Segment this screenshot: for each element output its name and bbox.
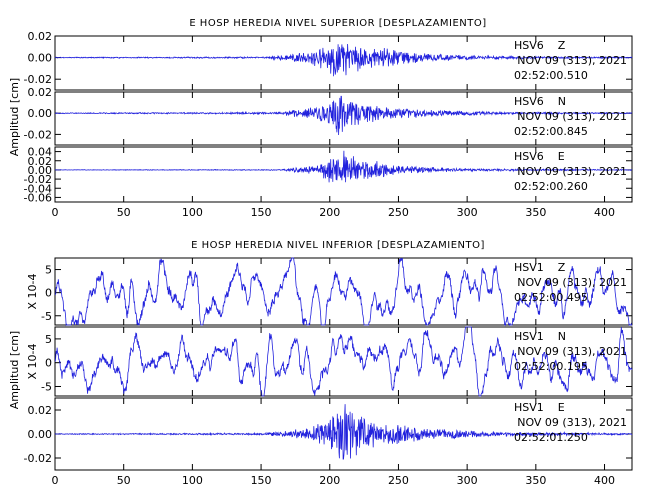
x-tick-label: 300 xyxy=(457,474,478,487)
date-label: NOV 09 (313), 2021 xyxy=(517,345,627,358)
station-code: HSV1 xyxy=(514,401,544,414)
x-tick-label: 50 xyxy=(117,474,131,487)
panel-frame xyxy=(54,35,633,91)
time-label: 02:52:00.510 xyxy=(514,69,588,82)
waveform-series xyxy=(54,95,633,136)
panel-hsv1-n: 5 0 -5 HSV1 N NOV 09 (313), 2021 02:52:00.195 X… xyxy=(26,326,633,397)
time-label: 02:52:01.250 xyxy=(514,431,588,444)
y-tick-label: 0.02 xyxy=(28,86,53,99)
y-tick-label: -0.04 xyxy=(24,182,52,195)
waveform-series xyxy=(54,404,633,460)
x-tick-label: 0 xyxy=(52,206,59,219)
component-code: E xyxy=(558,401,565,414)
component-code: Z xyxy=(558,261,566,274)
x-tick-label: 400 xyxy=(594,206,615,219)
station-label: HSV1 E xyxy=(514,401,565,414)
panel-hsv6-n: 0.02 0.00 -0.02 HSV6 N NOV 09 (313), 2021 02:5… xyxy=(24,86,633,146)
x-tick-label: 300 xyxy=(457,206,478,219)
station-label: HSV6 N xyxy=(514,95,566,108)
y-tick-label: 0 xyxy=(45,287,52,300)
y-tick-label: 0.00 xyxy=(28,428,53,441)
x-tick-label: 100 xyxy=(182,474,203,487)
component-code: N xyxy=(558,95,566,108)
component-code: Z xyxy=(558,39,566,52)
waveform-series xyxy=(54,257,632,327)
time-label: 02:52:00.845 xyxy=(514,125,588,138)
x-tick-label: 250 xyxy=(388,474,409,487)
chart-title-superior: E HOSP HEREDIA NIVEL SUPERIOR [DESPLAZAM… xyxy=(189,18,486,29)
x-tick-label: 350 xyxy=(525,206,546,219)
component-code: N xyxy=(558,330,566,343)
y-tick-label: -0.02 xyxy=(24,73,52,86)
y-tick-label: 0.00 xyxy=(28,52,53,65)
x-tick-label: 150 xyxy=(251,206,272,219)
y-tick-label: 5 xyxy=(45,333,52,346)
y-tick-label: 0.02 xyxy=(28,404,53,417)
chart-inferior: E HOSP HEREDIA NIVEL INFERIOR [DESPLAZAM… xyxy=(8,240,633,487)
y-tick-label: 0.04 xyxy=(28,146,53,159)
panel-hsv1-e: 0.02 0.00 -0.020 50 100 150 200 250 300 350 400 HSV… xyxy=(24,397,633,487)
date-label: NOV 09 (313), 2021 xyxy=(517,276,627,289)
x-tick-label: 400 xyxy=(594,474,615,487)
scale-label: X 10-4 xyxy=(26,274,39,310)
y-axis-label-superior: Amplitud [cm] xyxy=(8,78,21,156)
y-tick-label: 0.00 xyxy=(28,164,53,177)
component-code: E xyxy=(558,150,565,163)
x-tick-label: 200 xyxy=(319,474,340,487)
time-label: 02:52:00.260 xyxy=(514,180,588,193)
x-tick-label: 50 xyxy=(117,206,131,219)
y-tick-label: 0.02 xyxy=(28,30,53,43)
x-tick-label: 0 xyxy=(52,474,59,487)
chart-superior: E HOSP HEREDIA NIVEL SUPERIOR [DESPLAZAM… xyxy=(8,18,633,219)
station-code: HSV6 xyxy=(514,39,544,52)
y-tick-label: 5 xyxy=(45,264,52,277)
station-label: HSV6 Z xyxy=(514,39,566,52)
y-tick-label: 0.00 xyxy=(28,107,53,120)
panel-hsv6-e: 0.040.020.00-0.02-0.04-0.060 50 100 150 200 2… xyxy=(24,146,633,219)
x-tick-label: 350 xyxy=(525,474,546,487)
chart-title-inferior: E HOSP HEREDIA NIVEL INFERIOR [DESPLAZAM… xyxy=(191,240,485,251)
y-tick-label: -5 xyxy=(41,310,52,323)
time-label: 02:52:00.495 xyxy=(514,291,588,304)
scale-label: X 10-4 xyxy=(26,344,39,380)
y-axis-label-inferior: Amplitud [cm] xyxy=(8,331,21,409)
time-label: 02:52:00.195 xyxy=(514,360,588,373)
station-code: HSV1 xyxy=(514,330,544,343)
station-code: HSV6 xyxy=(514,150,544,163)
station-code: HSV6 xyxy=(514,95,544,108)
y-tick-label: -0.02 xyxy=(24,173,52,186)
waveform-series xyxy=(54,150,633,183)
panel-hsv6-z: 0.02 0.00 -0.02 HSV6 Z NOV 09 (313), 2021 02:5… xyxy=(24,30,633,91)
x-tick-label: 100 xyxy=(182,206,203,219)
station-label: HSV6 E xyxy=(514,150,565,163)
date-label: NOV 09 (313), 2021 xyxy=(517,54,627,67)
date-label: NOV 09 (313), 2021 xyxy=(517,110,627,123)
waveform-series xyxy=(54,43,633,77)
x-tick-label: 150 xyxy=(251,474,272,487)
station-label: HSV1 Z xyxy=(514,261,566,274)
date-label: NOV 09 (313), 2021 xyxy=(517,416,627,429)
x-tick-label: 250 xyxy=(388,206,409,219)
panel-frame xyxy=(54,257,633,326)
panel-hsv1-z: 5 0 -5 HSV1 Z NOV 09 (313), 2021 02:52:00.495 X… xyxy=(26,257,633,327)
y-tick-label: -0.02 xyxy=(24,452,52,465)
date-label: NOV 09 (313), 2021 xyxy=(517,165,627,178)
waveform-series xyxy=(54,326,633,397)
y-tick-label: -0.02 xyxy=(24,128,52,141)
panel-frame xyxy=(54,146,633,203)
y-tick-label: 0 xyxy=(45,357,52,370)
x-tick-label: 200 xyxy=(319,206,340,219)
y-tick-label: -5 xyxy=(41,380,52,393)
y-tick-label: 0.02 xyxy=(28,155,53,168)
panel-frame xyxy=(54,91,633,146)
y-tick-label: -0.06 xyxy=(24,191,52,204)
station-label: HSV1 N xyxy=(514,330,566,343)
station-code: HSV1 xyxy=(514,261,544,274)
